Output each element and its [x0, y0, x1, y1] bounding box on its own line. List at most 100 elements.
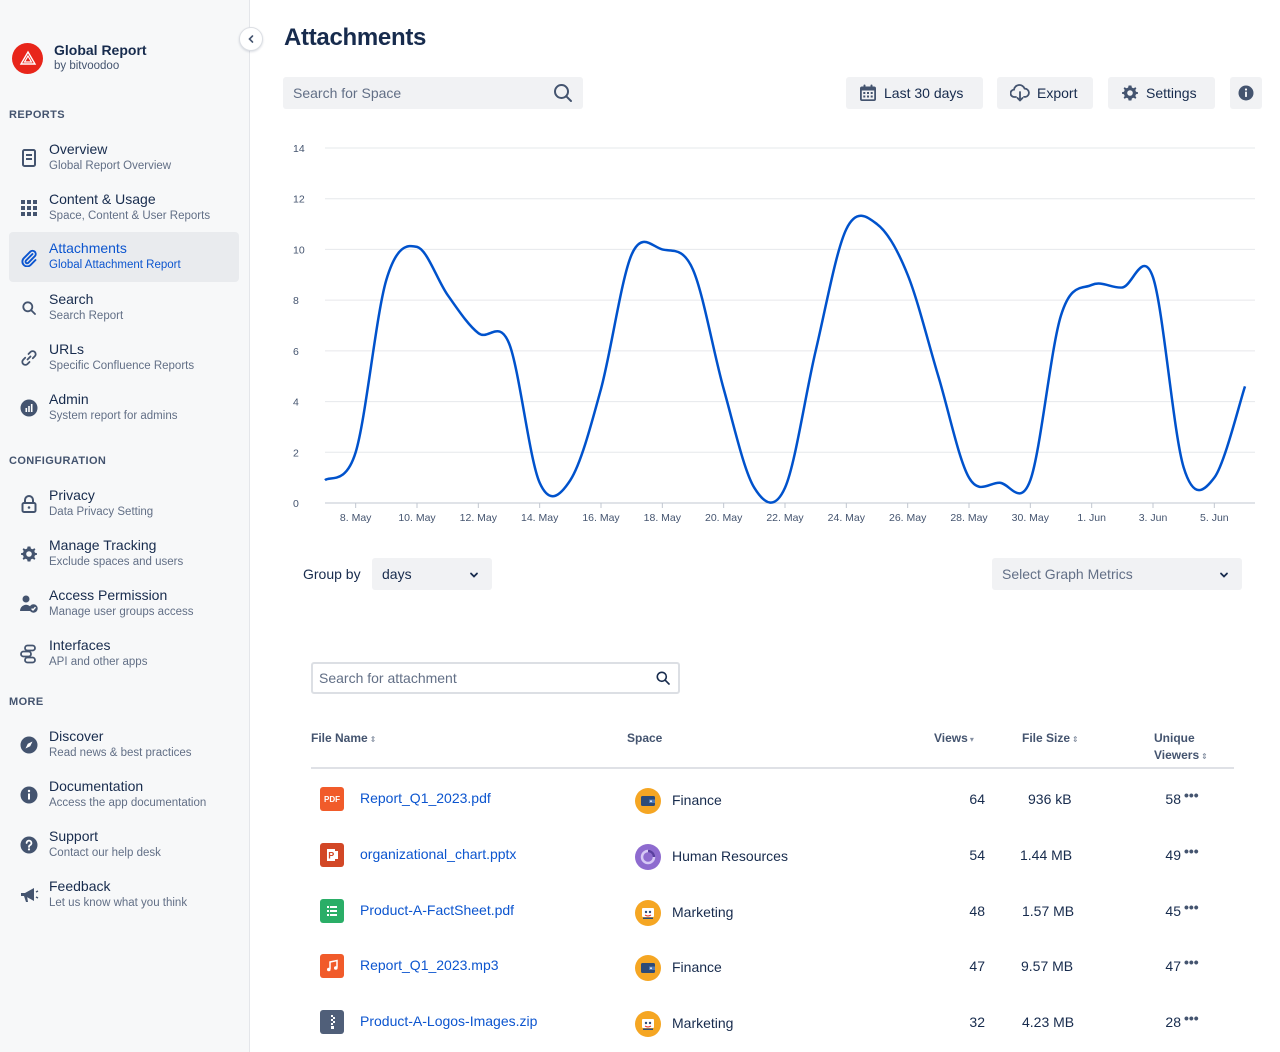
views-value: 64: [969, 791, 985, 807]
sidebar-item-manage-tracking[interactable]: Manage Tracking Exclude spaces and users: [9, 530, 239, 578]
unique-viewers-value: 49: [1165, 847, 1181, 863]
space-name[interactable]: Human Resources: [672, 848, 788, 864]
series-line[interactable]: [324, 214, 1247, 504]
export-button[interactable]: Export: [997, 77, 1093, 109]
space-search-input[interactable]: [283, 85, 543, 101]
file-link[interactable]: Report_Q1_2023.pdf: [360, 790, 491, 806]
sidebar-item-label: Search: [49, 291, 94, 307]
user-check-icon: [19, 594, 39, 614]
x-tick-label: 28. May: [950, 512, 988, 524]
y-tick-label: 4: [293, 397, 299, 409]
app-logo-icon: [12, 42, 43, 74]
info-icon: [1238, 85, 1254, 101]
space-name[interactable]: Marketing: [672, 904, 734, 920]
date-range-label: Last 30 days: [884, 85, 964, 101]
table-header-divider: [311, 767, 1234, 769]
column-header-views[interactable]: Views ▾: [934, 731, 974, 745]
more-actions-button[interactable]: •••: [1184, 899, 1199, 915]
app-brand[interactable]: Global Report by bitvoodoo: [12, 42, 147, 74]
collapse-sidebar-button[interactable]: [239, 27, 263, 51]
more-actions-button[interactable]: •••: [1184, 1010, 1199, 1026]
column-header-file-name[interactable]: File Name ⇕: [311, 731, 377, 745]
sidebar-item-label: URLs: [49, 341, 85, 357]
graph-metrics-placeholder: Select Graph Metrics: [1002, 566, 1133, 582]
megaphone-icon: [19, 885, 39, 905]
x-tick-label: 18. May: [644, 512, 682, 524]
unique-viewers-value: 58: [1165, 791, 1181, 807]
group-by-select[interactable]: days: [372, 558, 492, 590]
x-tick-label: 3. Jun: [1139, 512, 1168, 524]
column-header-file-size[interactable]: File Size ⇕: [1022, 731, 1079, 745]
compass-icon: [19, 735, 39, 755]
sidebar-item-documentation[interactable]: Documentation Access the app documentati…: [9, 771, 239, 819]
sidebar-item-access-permission[interactable]: Access Permission Manage user groups acc…: [9, 580, 239, 628]
file-link[interactable]: Product-A-FactSheet.pdf: [360, 902, 515, 918]
sidebar-item-desc: Space, Content & User Reports: [49, 210, 211, 222]
spreadsheet-file-icon: [320, 899, 344, 923]
sidebar-item-search[interactable]: Search Search Report: [9, 284, 239, 332]
sidebar-item-desc: Read news & best practices: [49, 747, 192, 759]
y-tick-label: 12: [293, 194, 305, 206]
sidebar-item-overview[interactable]: Overview Global Report Overview: [9, 134, 239, 182]
sidebar-item-label: Feedback: [49, 878, 111, 894]
x-tick-label: 10. May: [398, 512, 436, 524]
x-tick-label: 8. May: [340, 512, 372, 524]
table-row: PDF Report_Q1_2023.pdf Finance 64 936 kB…: [311, 787, 1234, 843]
file-link[interactable]: Product-A-Logos-Images.zip: [360, 1013, 538, 1029]
grid-icon: [19, 198, 39, 218]
question-icon: [19, 835, 39, 855]
x-tick-label: 22. May: [766, 512, 804, 524]
space-search[interactable]: [283, 77, 583, 109]
sidebar-item-attachments[interactable]: Attachments Global Attachment Report: [9, 232, 239, 282]
more-actions-button[interactable]: •••: [1184, 787, 1199, 803]
sidebar-item-label: Attachments: [49, 240, 127, 256]
search-icon[interactable]: [553, 83, 573, 108]
search-icon[interactable]: [656, 671, 670, 690]
sidebar-item-label: Discover: [49, 728, 104, 744]
sort-icon: ⇕: [1201, 752, 1208, 761]
unique-viewers-value: 47: [1165, 958, 1181, 974]
graph-metrics-select[interactable]: Select Graph Metrics: [992, 558, 1242, 590]
space-name[interactable]: Finance: [672, 792, 722, 808]
sidebar-item-urls[interactable]: URLs Specific Confluence Reports: [9, 334, 239, 382]
y-tick-label: 0: [293, 498, 299, 510]
gear-icon: [1121, 84, 1139, 102]
group-by-label: Group by: [303, 566, 361, 582]
space-name[interactable]: Marketing: [672, 1015, 734, 1031]
sidebar-item-feedback[interactable]: Feedback Let us know what you think: [9, 871, 239, 919]
views-value: 47: [969, 958, 985, 974]
sidebar-item-discover[interactable]: Discover Read news & best practices: [9, 721, 239, 769]
column-header-unique-viewers[interactable]: Unique Viewers ⇕: [1154, 731, 1208, 762]
unique-viewers-value: 45: [1165, 903, 1181, 919]
settings-button[interactable]: Settings: [1108, 77, 1215, 109]
info-button[interactable]: [1230, 77, 1262, 109]
sidebar-item-support[interactable]: Support Contact our help desk: [9, 821, 239, 869]
file-link[interactable]: organizational_chart.pptx: [360, 846, 517, 862]
app-subtitle: by bitvoodoo: [54, 60, 120, 72]
space-name[interactable]: Finance: [672, 959, 722, 975]
gear-icon: [19, 544, 39, 564]
sidebar-item-desc: Exclude spaces and users: [49, 556, 184, 568]
more-actions-button[interactable]: •••: [1184, 843, 1199, 859]
chevron-left-icon: [248, 35, 254, 43]
app-title: Global Report: [54, 42, 147, 58]
attachment-search[interactable]: [311, 662, 680, 694]
sidebar-item-admin[interactable]: Admin System report for admins: [9, 384, 239, 432]
x-tick-label: 20. May: [705, 512, 743, 524]
views-value: 48: [969, 903, 985, 919]
sidebar-item-content-usage[interactable]: Content & Usage Space, Content & User Re…: [9, 184, 239, 232]
marketing-icon: [635, 900, 661, 926]
more-actions-button[interactable]: •••: [1184, 954, 1199, 970]
sidebar-item-label: Privacy: [49, 487, 95, 503]
sidebar-item-desc: Contact our help desk: [49, 847, 161, 859]
attachment-search-input[interactable]: [313, 670, 633, 686]
sidebar-item-interfaces[interactable]: Interfaces API and other apps: [9, 630, 239, 678]
table-row: Report_Q1_2023.mp3 Finance 47 9.57 MB 47…: [311, 954, 1234, 1010]
sidebar-item-privacy[interactable]: Privacy Data Privacy Setting: [9, 480, 239, 528]
hr-icon: [635, 844, 661, 870]
sidebar-item-desc: System report for admins: [49, 410, 178, 422]
date-range-button[interactable]: Last 30 days: [846, 77, 983, 109]
sidebar-item-desc: Global Report Overview: [49, 160, 172, 172]
sidebar-item-desc: Access the app documentation: [49, 797, 207, 809]
file-link[interactable]: Report_Q1_2023.mp3: [360, 957, 499, 973]
